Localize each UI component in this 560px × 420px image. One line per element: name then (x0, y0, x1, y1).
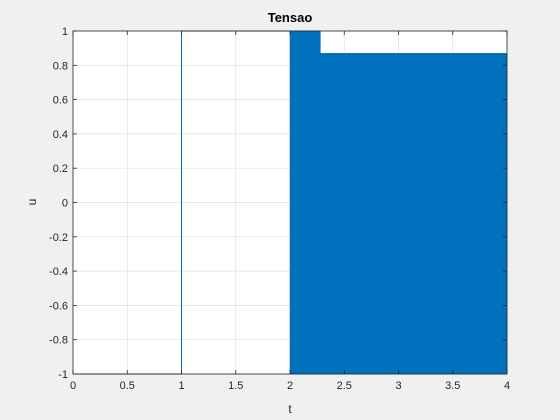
x-tick-label: 1.5 (228, 380, 243, 392)
series-oscillation-band (289, 30, 508, 375)
y-tick-label: 0 (62, 198, 68, 210)
x-axis-label: t (288, 402, 292, 416)
x-tick-label: 2.5 (337, 380, 352, 392)
x-tick-label: 4 (504, 380, 510, 392)
y-tick-label: -0.8 (49, 335, 68, 347)
y-tick-label: -0.4 (49, 266, 68, 278)
x-tick-label: 3.5 (445, 380, 460, 392)
y-tick-label: 1 (62, 26, 68, 38)
y-tick-label: 0.8 (53, 60, 68, 72)
x-tick-label: 3 (395, 380, 401, 392)
x-tick-label: 0 (70, 380, 76, 392)
y-tick-label: -1 (58, 369, 68, 381)
y-tick-label: 0.6 (53, 95, 68, 107)
ticks: 0 0.5 1 1.5 2 2.5 3 3.5 4 -1 -0.8 -0.6 -0.4 -0.2 0 0.2 0… (49, 26, 510, 392)
chart-title: Tensao (268, 10, 313, 25)
y-tick-label: 0.4 (53, 129, 68, 141)
y-tick-label: -0.2 (49, 232, 68, 244)
y-tick-label: -0.6 (49, 300, 68, 312)
y-tick-label: 0.2 (53, 163, 68, 175)
x-tick-label: 1 (178, 380, 184, 392)
x-tick-label: 2 (287, 380, 293, 392)
y-axis-label: u (25, 199, 39, 206)
x-tick-label: 0.5 (120, 380, 135, 392)
